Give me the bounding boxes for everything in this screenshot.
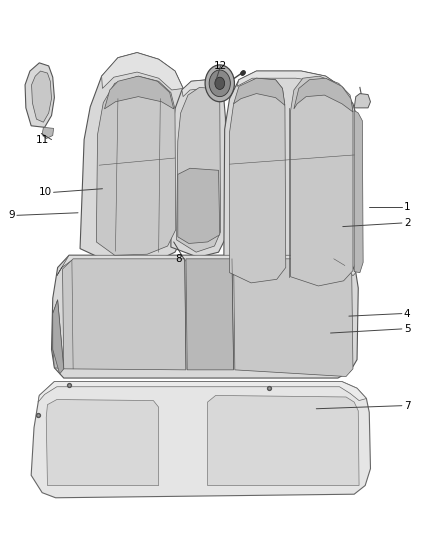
Polygon shape	[233, 78, 285, 106]
Polygon shape	[208, 395, 359, 486]
Polygon shape	[224, 71, 359, 283]
Polygon shape	[102, 53, 183, 90]
Polygon shape	[291, 76, 353, 286]
Polygon shape	[32, 71, 52, 122]
Polygon shape	[105, 76, 174, 109]
Circle shape	[209, 70, 230, 96]
Text: 11: 11	[36, 135, 49, 144]
Text: 4: 4	[404, 309, 410, 319]
Text: 7: 7	[404, 401, 410, 411]
Polygon shape	[177, 87, 221, 252]
Polygon shape	[53, 300, 64, 369]
Text: 1: 1	[404, 201, 410, 212]
Polygon shape	[354, 110, 363, 273]
Polygon shape	[237, 71, 343, 88]
Polygon shape	[233, 259, 353, 376]
Text: 8: 8	[175, 254, 182, 264]
Polygon shape	[38, 382, 367, 402]
Polygon shape	[182, 80, 224, 99]
Polygon shape	[52, 255, 358, 378]
Text: 5: 5	[404, 324, 410, 334]
Polygon shape	[171, 80, 226, 257]
Polygon shape	[57, 255, 356, 276]
Polygon shape	[294, 78, 353, 112]
Circle shape	[205, 65, 234, 102]
Circle shape	[215, 77, 225, 90]
Text: 12: 12	[214, 61, 227, 71]
Polygon shape	[230, 78, 286, 283]
Text: 10: 10	[39, 187, 52, 197]
Text: 9: 9	[8, 211, 15, 220]
Polygon shape	[46, 400, 159, 486]
Polygon shape	[96, 76, 176, 255]
Polygon shape	[53, 300, 64, 374]
Text: 2: 2	[404, 218, 410, 228]
Polygon shape	[31, 382, 371, 498]
Polygon shape	[25, 63, 54, 127]
Polygon shape	[80, 53, 185, 262]
Polygon shape	[186, 259, 233, 370]
Polygon shape	[63, 259, 186, 370]
Polygon shape	[354, 94, 371, 108]
Polygon shape	[178, 168, 220, 244]
Polygon shape	[42, 127, 53, 139]
